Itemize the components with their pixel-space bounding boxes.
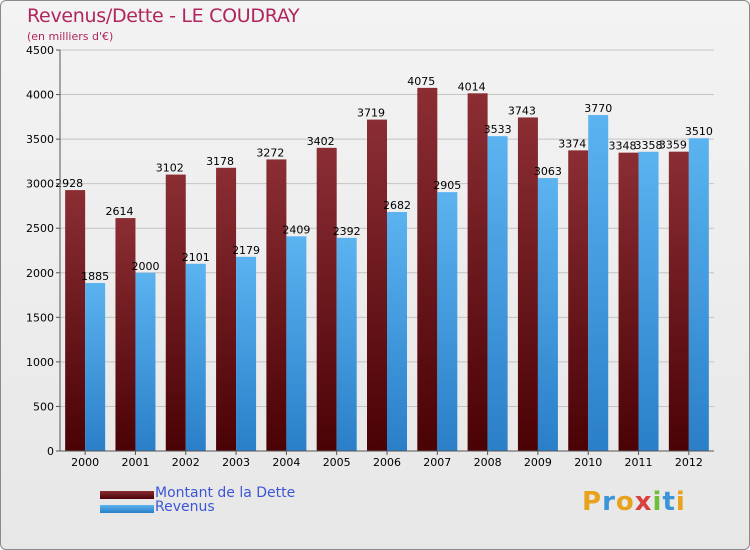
value-label-debt: 2614 (105, 205, 133, 218)
bar-revenus (638, 151, 659, 451)
value-label-debt: 3743 (508, 104, 536, 117)
bar-debt (467, 93, 488, 452)
axis-layer: 0 500 1000 1500 2000 2500 3000 3500 4000 4500 2000… (26, 44, 714, 469)
value-label-revenus: 2392 (333, 225, 361, 238)
bar-debt (568, 150, 589, 451)
bar-revenus (387, 212, 407, 451)
legend-label-debt: Montant de la Dette (155, 485, 296, 501)
x-tick-label: 2010 (574, 456, 602, 469)
logo-letter: o (615, 487, 635, 517)
legend-swatch-debt (100, 491, 154, 499)
x-tick-label: 2011 (625, 456, 653, 469)
bar-revenus (85, 283, 106, 451)
x-tick-label: 2007 (423, 456, 451, 469)
bar-debt (65, 190, 86, 451)
proxiti-logo: Proxiti (582, 487, 686, 517)
y-tick-label: 0 (47, 445, 54, 458)
x-tick-label: 2001 (121, 456, 149, 469)
y-tick-label: 3500 (26, 133, 54, 146)
chart-subtitle: (en milliers d'€) (27, 30, 114, 43)
bar-revenus (537, 178, 558, 451)
y-tick-label: 4500 (26, 44, 54, 57)
bar-debt (115, 218, 136, 451)
value-label-debt: 3374 (558, 137, 586, 150)
value-label-revenus: 3533 (484, 123, 512, 136)
value-label-revenus: 2682 (383, 199, 411, 212)
x-tick-label: 2008 (474, 456, 502, 469)
y-tick-label: 2500 (26, 222, 54, 235)
value-label-debt: 3402 (307, 135, 335, 148)
logo-letter: i (652, 487, 663, 517)
y-tick-label: 1000 (26, 356, 54, 369)
bar-debt (367, 119, 387, 452)
value-label-debt: 3178 (206, 155, 234, 168)
bar-revenus (487, 136, 508, 451)
bar-revenus (286, 236, 307, 451)
bar-layer (65, 87, 709, 452)
value-label-revenus: 3063 (534, 165, 562, 178)
bar-revenus (688, 138, 709, 451)
y-tick-label: 2000 (26, 267, 54, 280)
logo-letter: x (634, 487, 653, 517)
bar-debt (517, 117, 538, 452)
value-label-revenus: 2101 (182, 251, 210, 264)
value-label-debt: 3719 (357, 107, 385, 120)
chart-title: Revenus/Dette - LE COUDRAY (27, 5, 300, 27)
bar-debt (266, 159, 287, 451)
label-layer: 2928 1885 2614 2000 3102 2101 3178 2179 3272 2409… (55, 75, 713, 283)
value-label-revenus: 3770 (584, 102, 612, 115)
value-label-revenus: 2905 (433, 179, 461, 192)
value-label-debt: 3272 (256, 146, 284, 159)
bar-debt (668, 151, 689, 451)
x-tick-label: 2009 (524, 456, 552, 469)
y-tick-label: 500 (33, 400, 54, 413)
bar-debt (618, 152, 639, 451)
bar-debt (417, 87, 438, 451)
value-label-revenus: 2409 (282, 223, 310, 236)
x-tick-label: 2000 (71, 456, 99, 469)
bar-revenus (236, 256, 257, 451)
value-label-debt: 3359 (659, 139, 687, 152)
value-label-debt: 4075 (407, 75, 435, 88)
bar-debt (316, 147, 337, 451)
bar-debt (165, 174, 186, 451)
value-label-debt: 2928 (55, 177, 83, 190)
logo-letter: t (662, 487, 676, 517)
logo-letter: i (675, 487, 686, 517)
bar-revenus (437, 192, 458, 452)
value-label-debt: 3102 (156, 162, 184, 175)
value-label-debt: 3348 (609, 140, 637, 153)
bar-revenus (185, 263, 206, 451)
value-label-revenus: 1885 (81, 270, 109, 283)
bar-revenus (336, 237, 357, 451)
y-tick-label: 1500 (26, 311, 54, 324)
logo-letter: r (602, 487, 616, 517)
x-tick-label: 2012 (675, 456, 703, 469)
logo-letter: P (582, 487, 603, 517)
x-tick-label: 2003 (222, 456, 250, 469)
bar-debt (216, 167, 237, 452)
legend-swatch-revenus (100, 505, 154, 513)
x-tick-label: 2005 (323, 456, 351, 469)
value-label-revenus: 3358 (635, 139, 663, 152)
y-tick-label: 3000 (26, 178, 54, 191)
value-label-revenus: 2179 (232, 244, 260, 257)
value-label-revenus: 3510 (685, 125, 713, 138)
bar-revenus (588, 115, 609, 451)
value-label-debt: 4014 (458, 80, 486, 93)
legend-label-revenus: Revenus (155, 499, 215, 515)
y-tick-label: 4000 (26, 89, 54, 102)
x-tick-label: 2002 (172, 456, 200, 469)
bar-revenus (135, 272, 156, 451)
value-label-revenus: 2000 (131, 260, 159, 273)
x-tick-label: 2006 (373, 456, 401, 469)
x-tick-label: 2004 (272, 456, 300, 469)
